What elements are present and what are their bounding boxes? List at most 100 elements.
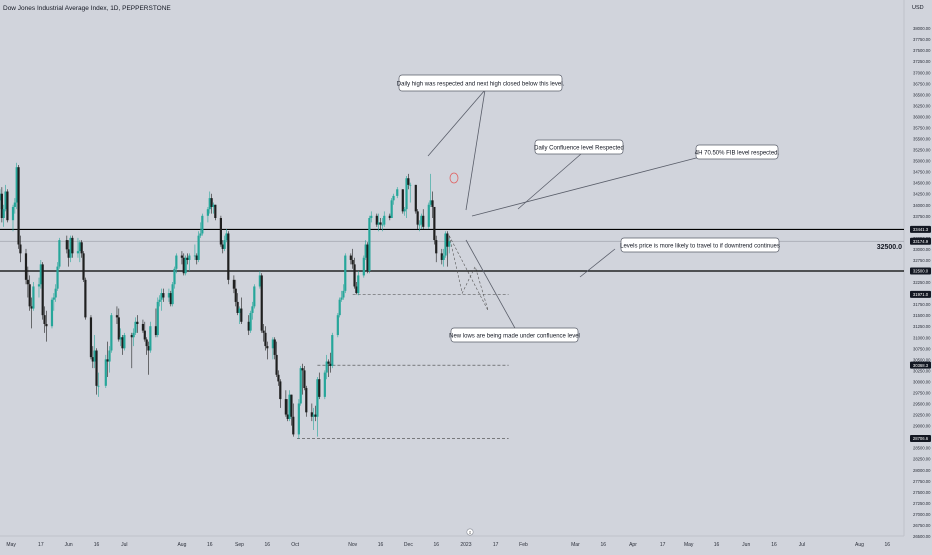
- candle-body: [316, 379, 319, 417]
- candle-body: [156, 301, 159, 336]
- candle-body: [362, 257, 365, 276]
- candle-body: [336, 315, 339, 336]
- candle-body: [13, 202, 16, 207]
- y-tick-label: 30250.00: [913, 368, 931, 373]
- candle-body: [310, 412, 313, 417]
- x-tick-label: 16: [207, 542, 213, 548]
- candle-body: [136, 321, 139, 324]
- candle-body: [442, 255, 445, 260]
- candle-body: [357, 275, 360, 294]
- candle-body: [403, 209, 406, 212]
- candle-body: [175, 255, 178, 269]
- x-tick-label: May: [684, 542, 694, 548]
- y-tick-label: 26750.00: [913, 523, 931, 528]
- x-tick-label: 17: [660, 542, 666, 548]
- x-tick-label: 17: [493, 542, 499, 548]
- candle-body: [110, 315, 113, 351]
- candle-body: [420, 215, 423, 225]
- candle-body: [173, 268, 176, 285]
- y-tick-label: 32250.00: [913, 280, 931, 285]
- candle-body: [318, 379, 321, 397]
- candle-body: [299, 368, 302, 404]
- x-tick-label: Sep: [235, 542, 244, 548]
- candle-body: [195, 255, 198, 260]
- candle-body: [264, 332, 267, 347]
- x-tick-label: Oct: [291, 542, 299, 548]
- candle-body: [214, 204, 217, 218]
- candle-body: [219, 218, 222, 245]
- candle-body: [249, 312, 252, 331]
- candle-body: [52, 297, 55, 300]
- price-axis-box: [910, 435, 931, 443]
- candle-body: [37, 284, 41, 287]
- candle-body: [197, 235, 200, 260]
- y-tick-label: 26500.00: [913, 534, 931, 539]
- x-tick-label: Jun: [742, 542, 750, 548]
- candle-body: [67, 249, 70, 258]
- candle-body: [236, 301, 239, 313]
- callout-daily-high[interactable]: [398, 74, 563, 92]
- candle-body: [290, 394, 293, 417]
- candle-body: [279, 381, 282, 400]
- y-tick-label: 35750.00: [913, 125, 931, 130]
- x-tick-label: Aug: [177, 542, 186, 548]
- candle-body: [223, 240, 226, 249]
- candle-body: [208, 198, 211, 210]
- candle-body: [221, 244, 224, 249]
- price-axis-box: [910, 237, 931, 245]
- candle-body: [91, 357, 94, 362]
- leader-daily-high-2: [465, 89, 486, 211]
- leader-new-lows: [465, 239, 517, 331]
- x-tick-label: Dec: [404, 542, 413, 548]
- x-tick-label: 16: [265, 542, 271, 548]
- candle-body: [50, 299, 54, 327]
- candle-body: [84, 279, 87, 318]
- callout-new-lows-text: New lows are being made under confluence…: [449, 334, 580, 340]
- callout-new-lows[interactable]: [450, 327, 579, 343]
- scroll-marker-icon[interactable]: [466, 528, 474, 536]
- candle-body: [108, 350, 111, 362]
- candle-body: [56, 266, 59, 289]
- candle-body: [80, 242, 83, 254]
- x-axis-ticks: May 17 Jun 16 Jul Aug 16 Sep 16 Oct Nov 16 Dec 16 2023…: [6, 542, 890, 548]
- candle-body: [123, 335, 126, 349]
- y-tick-label: 28000.00: [913, 468, 931, 473]
- candle-body: [149, 326, 152, 351]
- y-tick-label: 28250.00: [913, 457, 931, 462]
- candle-body: [401, 189, 404, 212]
- candle-body: [355, 286, 358, 294]
- candle-body: [169, 293, 172, 305]
- candle-body: [396, 189, 399, 196]
- candle-body: [15, 167, 18, 203]
- candle-body: [97, 385, 100, 387]
- candle-body: [0, 193, 2, 201]
- y-tick-label: 35500.00: [913, 137, 931, 142]
- candle-body: [342, 290, 345, 298]
- candle-body: [225, 233, 228, 241]
- x-tick-label: 17: [38, 542, 44, 548]
- callout-levels[interactable]: [620, 237, 780, 253]
- callout-confluence[interactable]: [534, 139, 624, 155]
- y-tick-label: 27750.00: [913, 479, 931, 484]
- candle-body: [364, 244, 367, 258]
- x-tick-label: Aug: [855, 542, 864, 548]
- candle-body: [253, 286, 256, 307]
- x-tick-label: Nov: [348, 542, 357, 548]
- y-tick-label: 31750.00: [913, 302, 931, 307]
- candle-body: [76, 251, 80, 254]
- candle-body: [422, 215, 425, 227]
- candle-body: [19, 244, 22, 254]
- candle-body: [390, 200, 393, 218]
- candle-body: [427, 204, 430, 227]
- x-tick-label: Jul: [799, 542, 805, 548]
- x-tick-label: Feb: [519, 542, 528, 548]
- callout-fib[interactable]: [695, 144, 779, 160]
- candle-body: [30, 306, 33, 309]
- callout-levels-text: Levels price is more likely to travel to…: [620, 244, 780, 250]
- candle-body: [392, 195, 395, 201]
- candle-body: [212, 204, 215, 207]
- currency-label: USD: [912, 5, 924, 11]
- candle-body: [418, 224, 421, 226]
- x-tick-label: Jun: [65, 542, 73, 548]
